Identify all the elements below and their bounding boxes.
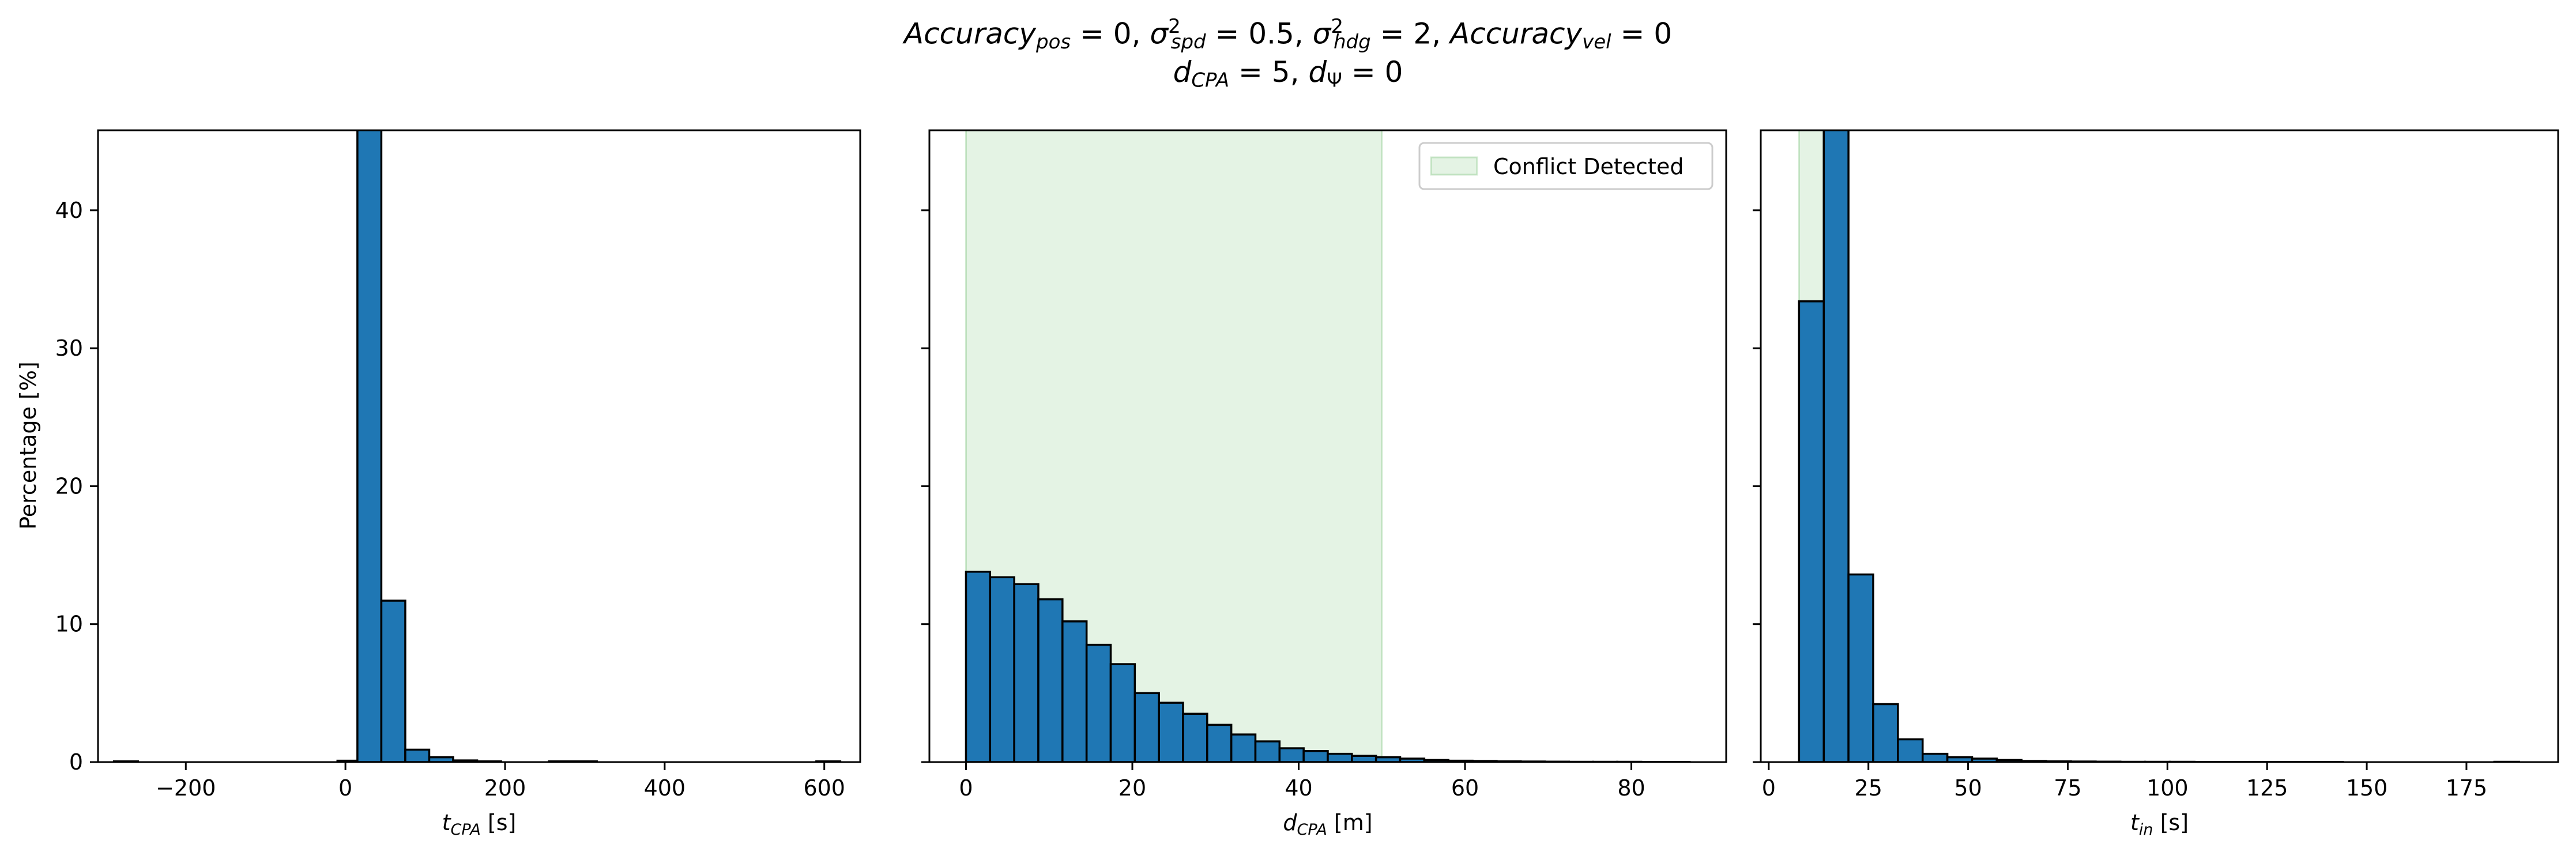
histogram-bar bbox=[1872, 703, 1899, 762]
x-tick-label: 400 bbox=[644, 775, 686, 801]
title-sigma-hdg-sub: hdg bbox=[1333, 31, 1371, 54]
x-tick-label: 20 bbox=[1118, 775, 1146, 801]
y-tick-label: 30 bbox=[55, 335, 83, 361]
histogram-bar bbox=[1302, 750, 1329, 762]
y-tick-label: 0 bbox=[69, 749, 83, 775]
histogram-bar bbox=[1921, 752, 1949, 762]
x-tick-label: 50 bbox=[1954, 775, 1982, 801]
x-tick-label: 0 bbox=[959, 775, 973, 801]
panel-2: 0 20 40 60 80 dCPA [m] Conflict Detected bbox=[921, 129, 1727, 839]
x-axis-label-subscript: CPA bbox=[1297, 821, 1327, 839]
x-tick-label: 25 bbox=[1855, 775, 1882, 801]
x-tick-label: 150 bbox=[2346, 775, 2388, 801]
bars bbox=[112, 130, 842, 762]
bars bbox=[965, 571, 1691, 762]
histogram-bar bbox=[1061, 620, 1088, 762]
histogram-bar bbox=[989, 576, 1015, 762]
x-tick-label: 200 bbox=[484, 775, 526, 801]
histogram-bar bbox=[1133, 692, 1160, 762]
x-tick-label: 75 bbox=[2054, 775, 2081, 801]
histogram-bar bbox=[1278, 747, 1305, 762]
y-tick-label: 20 bbox=[55, 473, 83, 499]
histogram-bar bbox=[356, 130, 383, 762]
x-tick-label: 60 bbox=[1451, 775, 1479, 801]
title-acc-vel-sub: vel bbox=[1582, 31, 1611, 54]
title-dpsi-symbol: d bbox=[1308, 55, 1327, 89]
title-sigma-spd-symbol: σ bbox=[1150, 17, 1169, 51]
x-axis-label: dCPA [m] bbox=[1283, 810, 1372, 839]
title-acc-vel-label: Accuracy bbox=[1449, 17, 1583, 51]
x-tick-label: 600 bbox=[803, 775, 845, 801]
histogram-bar bbox=[1109, 663, 1136, 762]
x-tick-label: 40 bbox=[1285, 775, 1312, 801]
title-acc-pos-value: = 0, bbox=[1071, 17, 1150, 51]
figure-title-line-2: dCPA = 5, dΨ = 0 bbox=[0, 55, 2576, 92]
title-acc-pos-sub: pos bbox=[1036, 31, 1071, 54]
x-tick-label: 100 bbox=[2146, 775, 2189, 801]
y-axis-label: Percentage [%] bbox=[16, 361, 41, 530]
axes-frame bbox=[928, 129, 1727, 763]
title-dcpa-sub: CPA bbox=[1191, 69, 1230, 92]
figure-title-line-1: Accuracypos = 0, σ2spd = 0.5, σ2hdg = 2,… bbox=[0, 15, 2576, 54]
x-tick-label: −200 bbox=[156, 775, 216, 801]
title-sigma-spd-sup: 2 bbox=[1168, 15, 1181, 38]
title-acc-pos-label: Accuracy bbox=[903, 17, 1037, 51]
y-tick-label: 40 bbox=[55, 198, 83, 223]
histogram-bar bbox=[965, 571, 992, 762]
x-tick-label: 0 bbox=[1762, 775, 1776, 801]
title-sigma-hdg-value: = 2, bbox=[1370, 17, 1450, 51]
x-axis-label-unit: [m] bbox=[1327, 810, 1373, 835]
histogram-bar bbox=[1254, 740, 1281, 762]
histogram-bar bbox=[1158, 702, 1184, 762]
title-sigma-spd-sub: spd bbox=[1170, 31, 1206, 54]
legend-box bbox=[1418, 142, 1713, 190]
title-sigma-spd-value: = 0.5, bbox=[1206, 17, 1313, 51]
histogram-bar bbox=[1897, 738, 1924, 762]
histogram-bar bbox=[1037, 598, 1064, 762]
legend-label: Conflict Detected bbox=[1493, 154, 1684, 179]
title-dpsi-value: = 0 bbox=[1342, 55, 1403, 89]
histogram-bar bbox=[1230, 733, 1257, 762]
title-dpsi-sub: Ψ bbox=[1327, 69, 1342, 92]
axes-frame bbox=[97, 129, 861, 763]
histogram-bar bbox=[404, 748, 431, 762]
x-axis-label: tCPA [s] bbox=[442, 810, 517, 839]
histogram-bar bbox=[1327, 752, 1353, 762]
x-tick-label: 175 bbox=[2446, 775, 2488, 801]
histogram-bar bbox=[1182, 712, 1208, 762]
x-axis-label: tin [s] bbox=[2130, 810, 2189, 839]
x-axis-label-symbol: d bbox=[1283, 810, 1297, 835]
axes-frame bbox=[1760, 129, 2559, 763]
panel-1: −200 0 200 400 600 0 10 20 30 40 tCPA [s] bbox=[55, 129, 861, 839]
x-tick-label: 80 bbox=[1617, 775, 1645, 801]
title-sigma-hdg-sup: 2 bbox=[1331, 15, 1343, 38]
x-tick-label: 0 bbox=[338, 775, 352, 801]
histogram-bar bbox=[1351, 755, 1377, 762]
x-axis-label-subscript: in bbox=[2139, 821, 2153, 839]
histogram-bar bbox=[1822, 130, 1850, 762]
title-acc-vel-value: = 0 bbox=[1611, 17, 1673, 51]
histogram-bar bbox=[1206, 723, 1233, 762]
histogram-bar bbox=[1847, 573, 1874, 762]
x-axis-label-symbol: t bbox=[2130, 810, 2140, 835]
histogram-bar bbox=[1085, 643, 1112, 762]
title-dcpa-value: = 5, bbox=[1229, 55, 1309, 89]
histogram-bar bbox=[380, 600, 406, 762]
panel-3: 0 25 50 75 100 125 150 175 tin [s] bbox=[1753, 129, 2559, 839]
x-axis-label-unit: [s] bbox=[2153, 810, 2189, 835]
histogram-bar bbox=[1013, 583, 1040, 762]
histogram-bar bbox=[1798, 300, 1825, 762]
legend: Conflict Detected bbox=[1418, 142, 1713, 190]
title-sigma-hdg-symbol: σ bbox=[1312, 17, 1331, 51]
legend-swatch bbox=[1430, 156, 1478, 176]
x-axis-label-unit: [s] bbox=[481, 810, 517, 835]
x-tick-label: 125 bbox=[2246, 775, 2288, 801]
bars bbox=[1798, 130, 2520, 762]
x-axis-label-subscript: CPA bbox=[451, 821, 481, 839]
title-dcpa-symbol: d bbox=[1173, 55, 1192, 89]
x-axis-label-symbol: t bbox=[442, 810, 452, 835]
y-tick-label: 10 bbox=[55, 612, 83, 637]
